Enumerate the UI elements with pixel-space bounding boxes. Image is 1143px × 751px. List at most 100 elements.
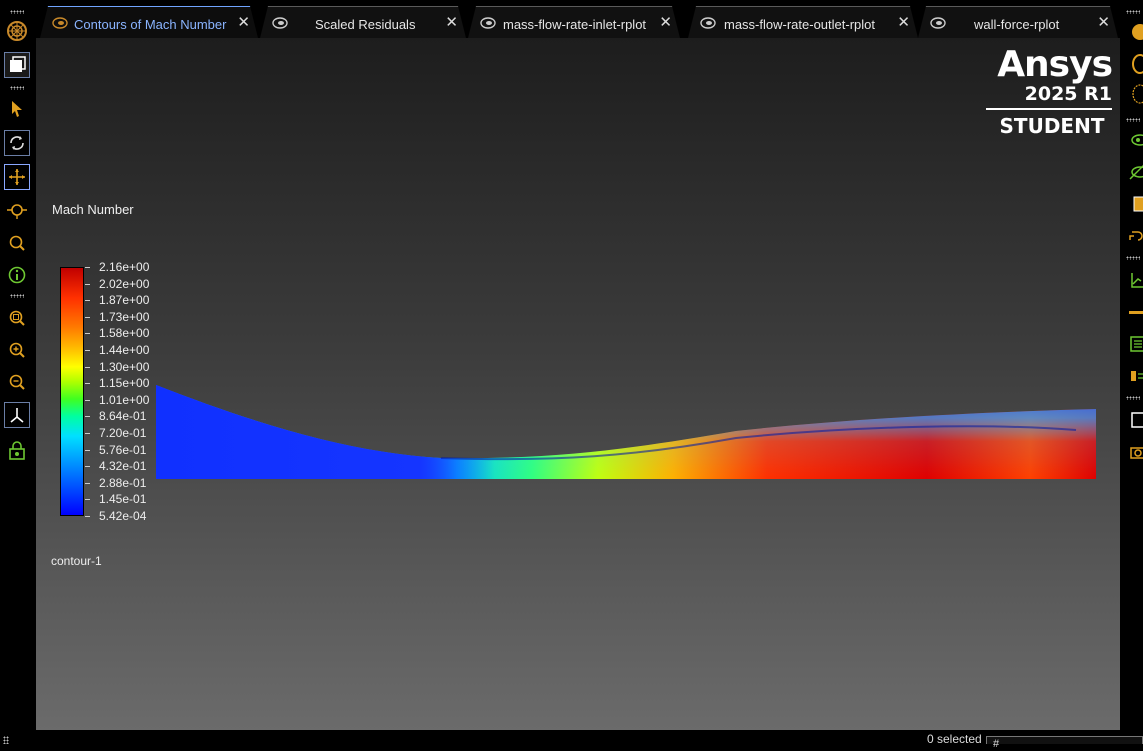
graphics-window-icon[interactable] [4,52,30,78]
graphics-viewport[interactable]: Ansys 2025 R1 STUDENT Mach Number 2.16e+… [36,38,1120,730]
box-icon[interactable] [1124,194,1143,214]
toolbar-grip[interactable] [10,294,24,298]
legend-tick-label: 4.32e-01 [99,459,147,473]
ansys-brand-logo: Ansys 2025 R1 STUDENT [982,44,1113,138]
zoom-icon[interactable] [4,230,30,256]
legend-tick-label: 1.44e+00 [99,343,150,357]
select-arrow-icon[interactable] [4,96,30,122]
plot-icon [700,16,716,30]
legend-tick-label: 1.01e+00 [99,393,150,407]
legend-tick [85,383,90,384]
legend-tick-label: 1.15e+00 [99,376,150,390]
mesh-icon[interactable] [1124,84,1143,104]
close-icon[interactable]: ✕ [1097,14,1110,31]
legend-tick-label: 1.58e+00 [99,326,150,340]
ellipse-icon[interactable] [1124,54,1143,74]
legend-tick [85,267,90,268]
tab-contours-mach[interactable]: Contours of Mach Number ✕ [40,6,258,38]
brand-divider [986,108,1112,110]
hide-icon[interactable] [1124,162,1143,182]
brand-version: 2025 R1 [1024,83,1112,105]
camera-icon[interactable] [1124,442,1143,462]
tab-scaled-residuals[interactable]: Scaled Residuals ✕ [260,6,466,38]
legend-tick-label: 1.45e-01 [99,492,147,506]
toolbar-grip[interactable] [1126,10,1140,14]
rotate-icon[interactable] [4,130,30,156]
close-icon[interactable]: ✕ [659,14,672,31]
left-toolbar [0,6,34,736]
legend-tick [85,333,90,334]
list-icon[interactable] [1124,334,1143,354]
toggle-icon[interactable] [1124,366,1143,386]
legend-tick [85,433,90,434]
legend-tick [85,416,90,417]
legend-tick-label: 1.73e+00 [99,310,150,324]
plot-icon [930,16,946,30]
tab-label: Scaled Residuals [315,17,416,32]
legend-tick-label: 5.76e-01 [99,443,147,457]
contour-plot-icon [52,16,68,30]
tab-mass-flow-outlet[interactable]: mass-flow-rate-outlet-rplot ✕ [688,6,918,38]
lock-view-icon[interactable] [4,438,30,464]
legend-tick [85,367,90,368]
toolbar-grip[interactable] [1126,396,1140,400]
status-bar: 0 selected # [0,732,1143,750]
legend-title: Mach Number [52,202,134,217]
right-toolbar [1120,0,1143,736]
tab-wall-force[interactable]: wall-force-rplot ✕ [918,6,1118,38]
legend-tick-label: 1.30e+00 [99,360,150,374]
status-field[interactable]: # [986,736,1143,750]
toolbar-grip[interactable] [1126,256,1140,260]
fluent-logo-icon[interactable] [4,18,30,44]
close-icon[interactable]: ✕ [237,14,250,31]
tab-label: mass-flow-rate-outlet-rplot [724,17,875,32]
toolbar-grip[interactable] [10,10,24,14]
legend-tick-label: 8.64e-01 [99,409,147,423]
legend-tick-label: 1.87e+00 [99,293,150,307]
legend-tick [85,400,90,401]
axes-icon[interactable] [4,402,30,428]
legend-tick-label: 2.16e+00 [99,260,150,274]
tab-label: Contours of Mach Number [74,17,227,32]
legend-tick [85,317,90,318]
legend-tick [85,350,90,351]
undo-icon[interactable] [1124,226,1143,246]
legend-tick [85,483,90,484]
legend-tick [85,516,90,517]
colormap-bar [60,267,84,516]
shade-icon[interactable] [1124,22,1143,42]
window-icon[interactable] [1124,410,1143,430]
tab-mass-flow-inlet[interactable]: mass-flow-rate-inlet-rplot ✕ [468,6,680,38]
legend-tick-label: 2.88e-01 [99,476,147,490]
contour-name: contour-1 [51,554,102,568]
zoom-in-icon[interactable] [4,337,30,363]
selection-count: 0 selected [927,732,982,746]
legend-tick [85,466,90,467]
status-grip[interactable] [3,736,9,744]
plot-icon [272,16,288,30]
plot-icon [480,16,496,30]
legend-tick [85,300,90,301]
toolbar-grip[interactable] [10,86,24,90]
axes-plot-icon[interactable] [1124,270,1143,290]
tab-label: wall-force-rplot [974,17,1060,32]
legend-tick [85,499,90,500]
brand-name: Ansys [997,44,1113,85]
eye-icon[interactable] [1124,130,1143,150]
legend-tick-label: 7.20e-01 [99,426,147,440]
close-icon[interactable]: ✕ [445,14,458,31]
mach-contour-plot [156,385,1096,479]
legend-tick-label: 2.02e+00 [99,277,150,291]
probe-info-icon[interactable] [4,262,30,288]
legend-tick-label: 5.42e-04 [99,509,147,523]
toolbar-grip[interactable] [1126,118,1140,122]
brand-edition: STUDENT [999,114,1105,138]
close-icon[interactable]: ✕ [897,14,910,31]
pan-icon[interactable] [4,164,30,190]
zoom-point-icon[interactable] [4,198,30,224]
slider-icon[interactable] [1124,302,1143,322]
tab-label: mass-flow-rate-inlet-rplot [503,17,647,32]
legend-tick [85,284,90,285]
zoom-out-icon[interactable] [4,369,30,395]
zoom-box-icon[interactable] [4,305,30,331]
